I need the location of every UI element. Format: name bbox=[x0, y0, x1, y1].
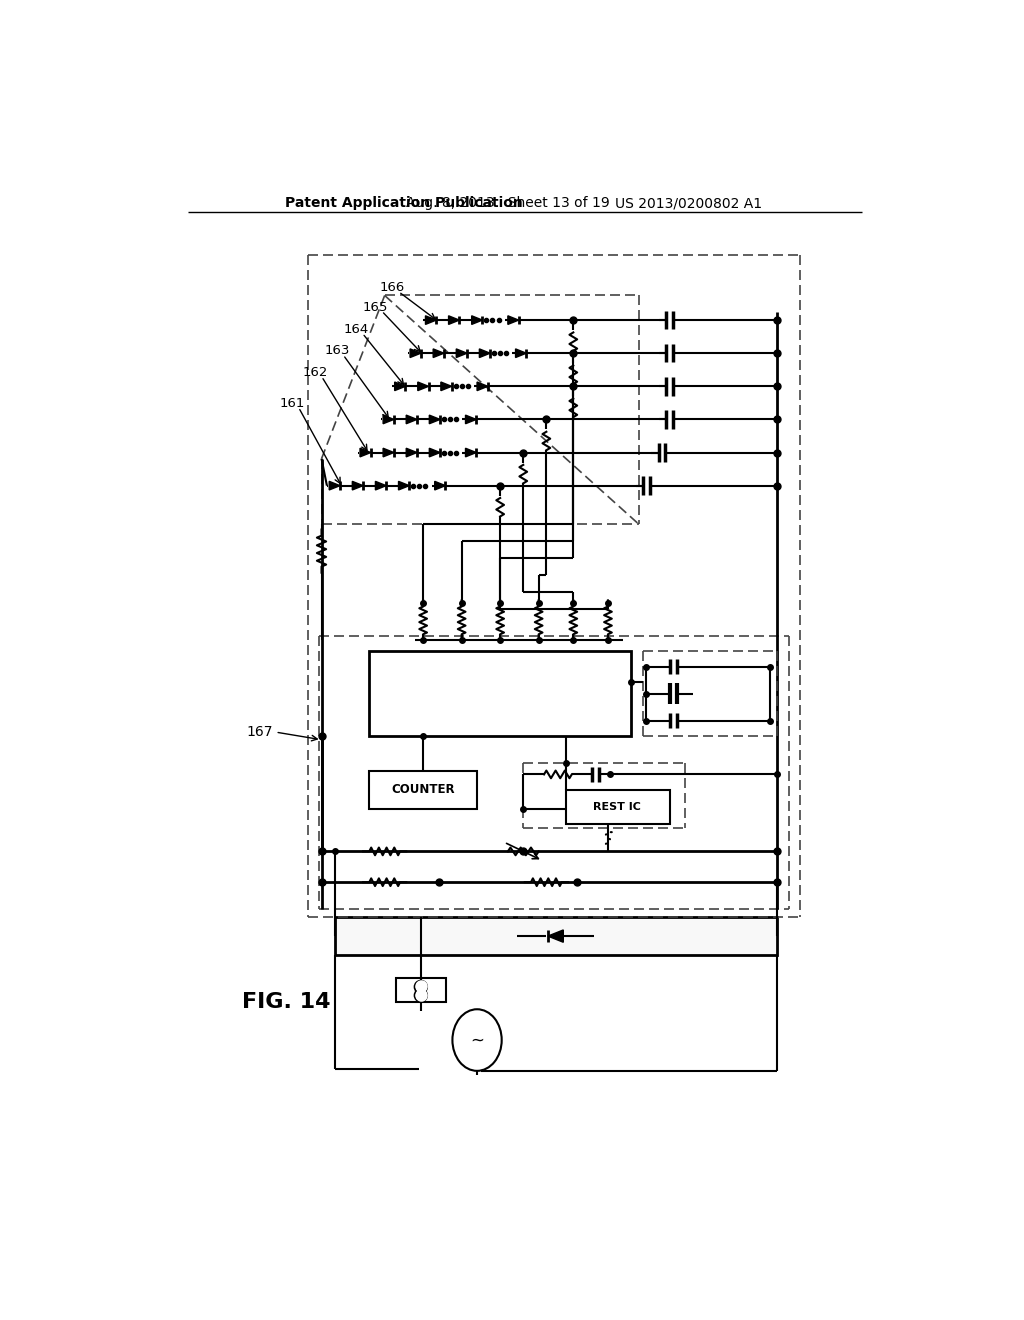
Polygon shape bbox=[479, 348, 490, 358]
Polygon shape bbox=[477, 381, 487, 391]
Polygon shape bbox=[383, 449, 394, 457]
Polygon shape bbox=[376, 482, 386, 490]
Text: 166: 166 bbox=[380, 281, 404, 294]
Polygon shape bbox=[425, 315, 436, 325]
Polygon shape bbox=[352, 482, 364, 490]
Polygon shape bbox=[410, 348, 421, 358]
Bar bbox=[396, 978, 446, 1002]
Polygon shape bbox=[407, 414, 417, 424]
Text: Patent Application Publication: Patent Application Publication bbox=[285, 197, 522, 210]
Polygon shape bbox=[435, 482, 445, 490]
Polygon shape bbox=[418, 381, 429, 391]
Polygon shape bbox=[433, 348, 444, 358]
Polygon shape bbox=[457, 348, 467, 358]
Text: 162: 162 bbox=[303, 366, 328, 379]
Text: REST IC: REST IC bbox=[593, 801, 641, 812]
Polygon shape bbox=[441, 381, 452, 391]
Polygon shape bbox=[360, 449, 371, 457]
Polygon shape bbox=[398, 482, 410, 490]
Text: FIG. 14: FIG. 14 bbox=[243, 991, 331, 1011]
Text: 165: 165 bbox=[362, 301, 388, 314]
Text: 164: 164 bbox=[343, 323, 369, 335]
Polygon shape bbox=[548, 929, 563, 942]
Polygon shape bbox=[466, 449, 476, 457]
Text: 167: 167 bbox=[247, 725, 273, 739]
Bar bbox=[370, 651, 631, 737]
Text: Aug. 8, 2013   Sheet 13 of 19: Aug. 8, 2013 Sheet 13 of 19 bbox=[406, 197, 609, 210]
Text: ~: ~ bbox=[470, 1031, 484, 1049]
Text: COUNTER: COUNTER bbox=[391, 783, 455, 796]
Text: 161: 161 bbox=[280, 397, 305, 409]
Bar bbox=[565, 789, 670, 825]
Polygon shape bbox=[394, 381, 406, 391]
Polygon shape bbox=[508, 315, 518, 325]
Text: US 2013/0200802 A1: US 2013/0200802 A1 bbox=[614, 197, 762, 210]
Polygon shape bbox=[429, 414, 440, 424]
Bar bbox=[335, 917, 777, 956]
Polygon shape bbox=[449, 315, 460, 325]
Text: 163: 163 bbox=[325, 345, 349, 358]
Polygon shape bbox=[383, 414, 394, 424]
Bar bbox=[370, 771, 477, 809]
Polygon shape bbox=[515, 348, 526, 358]
Polygon shape bbox=[466, 414, 476, 424]
Polygon shape bbox=[407, 449, 417, 457]
Polygon shape bbox=[429, 449, 440, 457]
Polygon shape bbox=[472, 315, 482, 325]
Polygon shape bbox=[330, 482, 340, 490]
